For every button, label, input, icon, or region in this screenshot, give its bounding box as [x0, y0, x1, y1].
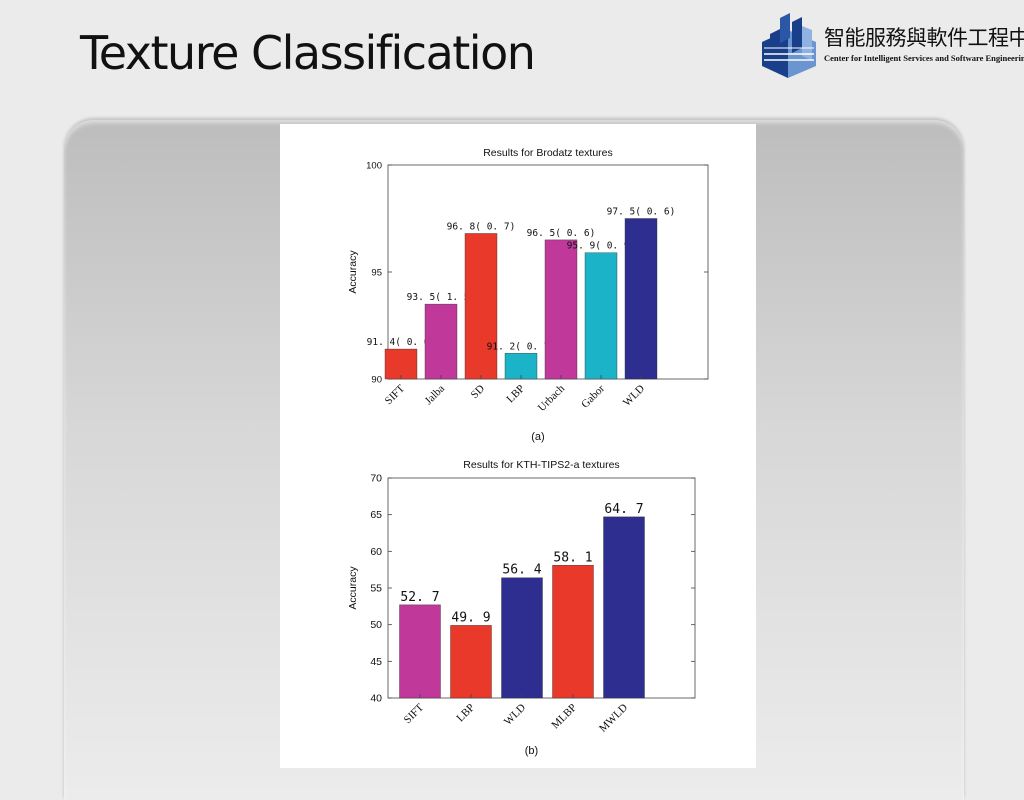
bar-a-lbp — [504, 353, 538, 380]
bar-label-b-mwld: 64. 7 — [604, 502, 643, 517]
chart-title-b: Results for KTH-TIPS2-a textures — [463, 459, 619, 471]
bar-label-b-sift: 52. 7 — [400, 590, 439, 605]
bar-label-b-wld: 56. 4 — [502, 563, 541, 578]
x-tick-label-a-sift: SIFT — [383, 382, 408, 407]
figure-image: Results for Brodatz textures 90 95 100 Accur… — [280, 124, 756, 768]
x-tick-label-a-jalba: Jalba — [423, 383, 448, 408]
y-tick-label-b-3: 55 — [370, 583, 382, 595]
y-tick-label-b-1: 45 — [370, 656, 382, 668]
bar-label-a-sift: 91. 4( 0. 6) — [367, 337, 436, 348]
x-tick-label-b-mwld: MWLD — [597, 702, 630, 735]
x-tick-label-a-sd: SD — [469, 383, 487, 401]
bar-label-b-mlbp: 58. 1 — [553, 550, 592, 565]
bar-label-b-lbp: 49. 9 — [451, 610, 490, 625]
bar-b-sift — [399, 604, 441, 699]
y-tick-label-b-5: 65 — [370, 509, 382, 521]
x-tick-label-b-sift: SIFT — [402, 701, 427, 726]
x-tick-label-a-wld: WLD — [621, 383, 647, 409]
bar-label-a-lbp: 91. 2( 0. 7) — [487, 341, 556, 352]
bar-b-lbp — [450, 625, 492, 699]
chart-title-a: Results for Brodatz textures — [483, 147, 613, 159]
x-tick-label-b-mlbp: MLBP — [549, 702, 579, 732]
x-tick-label-a-lbp: LBP — [504, 383, 527, 406]
y-tick-label-b-2: 50 — [370, 619, 382, 631]
x-tick-label-a-gabor: Gabor — [579, 382, 607, 410]
building-icon — [762, 13, 816, 78]
y-tick-label-a-0: 90 — [371, 375, 382, 386]
bar-a-wld — [624, 218, 658, 380]
y-tick-label-b-4: 60 — [370, 546, 382, 558]
chart-caption-a: (a) — [531, 431, 544, 443]
bar-label-a-jalba: 93. 5( 1. 5) — [407, 292, 476, 303]
logo-chinese-name: 智能服務與軟件工程中心 — [824, 26, 1024, 50]
y-tick-label-b-6: 70 — [370, 473, 382, 485]
y-axis-label-a: Accuracy — [347, 250, 359, 294]
bar-a-sd — [464, 233, 498, 380]
slide-title: Texture Classification — [80, 26, 536, 80]
bar-label-a-sd: 96. 8( 0. 7) — [447, 221, 516, 232]
bar-a-urbach — [544, 239, 578, 380]
bar-label-a-gabor: 95. 9( 0. 9) — [567, 241, 636, 252]
logo-english-name: Center for Intelligent Services and Soft… — [824, 53, 1024, 63]
bar-label-a-wld: 97. 5( 0. 6) — [607, 207, 676, 218]
x-tick-label-a-urbach: Urbach — [536, 382, 568, 414]
bar-label-a-urbach: 96. 5( 0. 6) — [527, 228, 596, 239]
center-logo: 智能服務與軟件工程中心 Center for Intelligent Servi… — [758, 8, 1024, 84]
charts-svg: Results for Brodatz textures 90 95 100 Accur… — [347, 147, 709, 757]
y-axis-label-b: Accuracy — [347, 566, 359, 610]
bar-a-jalba — [424, 303, 458, 380]
bar-a-gabor — [584, 252, 618, 380]
bar-b-mwld — [603, 516, 645, 699]
y-tick-label-b-0: 40 — [370, 693, 382, 705]
x-tick-label-b-wld: WLD — [502, 702, 528, 728]
y-tick-label-a-2: 100 — [366, 161, 382, 172]
bar-b-wld — [501, 577, 543, 699]
bar-a-sift — [384, 348, 418, 380]
bar-b-mlbp — [552, 565, 594, 699]
chart-caption-b: (b) — [525, 745, 538, 757]
y-tick-label-a-1: 95 — [371, 268, 382, 279]
x-tick-label-b-lbp: LBP — [454, 702, 477, 725]
